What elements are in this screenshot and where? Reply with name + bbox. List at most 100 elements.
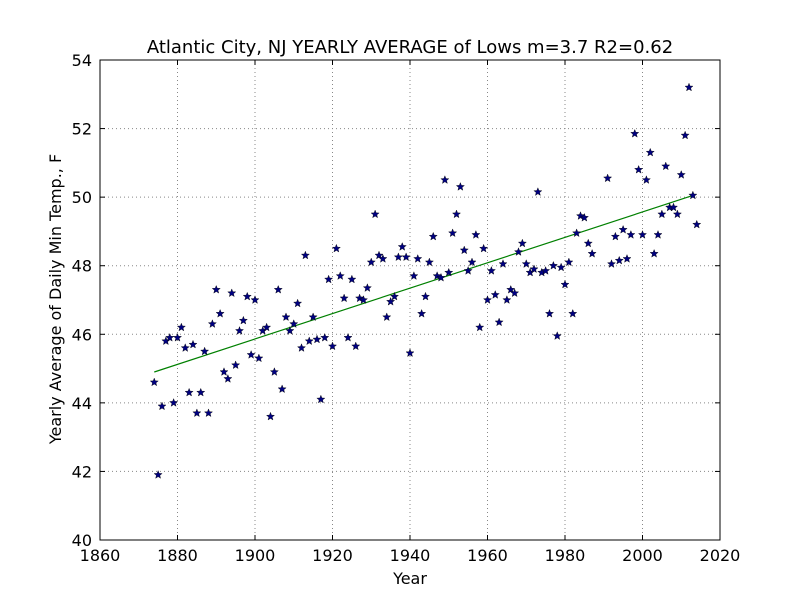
data-point — [486, 266, 496, 275]
data-point — [153, 470, 163, 479]
data-point — [386, 296, 396, 306]
data-point — [215, 308, 225, 318]
data-point — [459, 245, 469, 255]
data-point — [389, 291, 400, 301]
data-point — [358, 295, 369, 304]
data-point — [548, 260, 558, 270]
x-ticks: 1860 1880 1900 1920 1940 1960 1980 2000 2020 — [80, 60, 741, 565]
data-point — [409, 271, 419, 280]
data-point — [448, 228, 458, 237]
data-point — [676, 170, 686, 179]
data-point — [374, 250, 384, 260]
y-ticks: 40 42 44 46 48 50 52 54 — [72, 51, 720, 550]
data-point — [188, 339, 198, 349]
data-point — [428, 231, 438, 241]
data-point — [544, 308, 555, 318]
data-point — [634, 164, 644, 174]
data-point — [238, 315, 248, 325]
data-point — [200, 346, 210, 356]
y-tick-label: 50 — [72, 188, 92, 207]
data-point — [517, 238, 527, 248]
data-point — [451, 209, 462, 219]
data-point — [393, 252, 403, 261]
data-point — [680, 130, 690, 140]
data-point — [436, 272, 446, 282]
data-point — [417, 308, 427, 318]
data-point — [347, 274, 357, 284]
data-point — [196, 387, 206, 397]
data-point — [471, 230, 481, 239]
data-point — [440, 175, 450, 184]
data-point — [521, 259, 531, 268]
y-tick-label: 42 — [72, 462, 92, 481]
data-point — [157, 401, 167, 411]
data-point — [234, 326, 245, 335]
data-point — [180, 343, 190, 352]
data-point — [300, 250, 310, 260]
data-point — [688, 190, 698, 200]
x-tick-label: 1940 — [390, 546, 431, 565]
data-point — [351, 341, 361, 351]
data-point — [207, 319, 217, 328]
data-point — [614, 255, 624, 265]
data-point — [533, 187, 543, 196]
data-point — [327, 341, 338, 351]
data-point — [289, 319, 299, 328]
data-point — [296, 343, 307, 352]
y-tick-label: 48 — [72, 257, 92, 276]
data-point — [510, 288, 520, 297]
data-point — [203, 408, 214, 417]
data-point — [262, 322, 272, 332]
x-axis-label: Year — [392, 569, 427, 588]
data-point — [382, 312, 392, 321]
data-point — [223, 374, 233, 383]
data-point — [165, 332, 175, 342]
data-point — [479, 243, 489, 253]
data-point — [467, 257, 477, 267]
data-point — [657, 209, 667, 219]
data-point — [312, 334, 322, 344]
data-point — [366, 257, 376, 267]
data-point — [649, 248, 659, 258]
data-point — [277, 384, 287, 393]
data-point — [242, 291, 252, 301]
data-points — [149, 82, 702, 479]
data-point — [324, 274, 334, 284]
data-point — [568, 308, 578, 318]
data-point — [211, 284, 221, 294]
data-point — [560, 279, 570, 289]
data-point — [169, 398, 179, 407]
data-point — [668, 202, 679, 212]
trend-line-group — [154, 194, 694, 373]
data-point — [176, 322, 186, 332]
x-tick-label: 2020 — [700, 546, 741, 565]
data-point — [645, 147, 655, 157]
data-point — [343, 332, 353, 342]
data-point — [420, 291, 431, 301]
data-point — [192, 408, 202, 417]
data-point — [622, 254, 632, 263]
data-point — [618, 224, 628, 234]
data-point — [475, 322, 485, 332]
data-point — [494, 317, 504, 327]
data-point — [587, 248, 597, 258]
data-point — [254, 353, 264, 363]
data-point — [397, 242, 407, 251]
data-point — [335, 271, 345, 280]
data-point — [661, 161, 671, 171]
data-point — [172, 332, 183, 342]
data-point — [610, 231, 620, 241]
trend-line — [154, 194, 694, 373]
data-point — [320, 332, 330, 342]
data-point — [269, 367, 279, 376]
data-point — [541, 266, 551, 275]
data-point — [579, 212, 589, 222]
data-point — [603, 173, 613, 183]
y-tick-label: 52 — [72, 120, 92, 139]
data-point — [413, 254, 423, 263]
y-tick-label: 54 — [72, 51, 92, 70]
data-point — [246, 350, 256, 359]
data-point — [231, 360, 241, 369]
data-point — [564, 257, 574, 267]
